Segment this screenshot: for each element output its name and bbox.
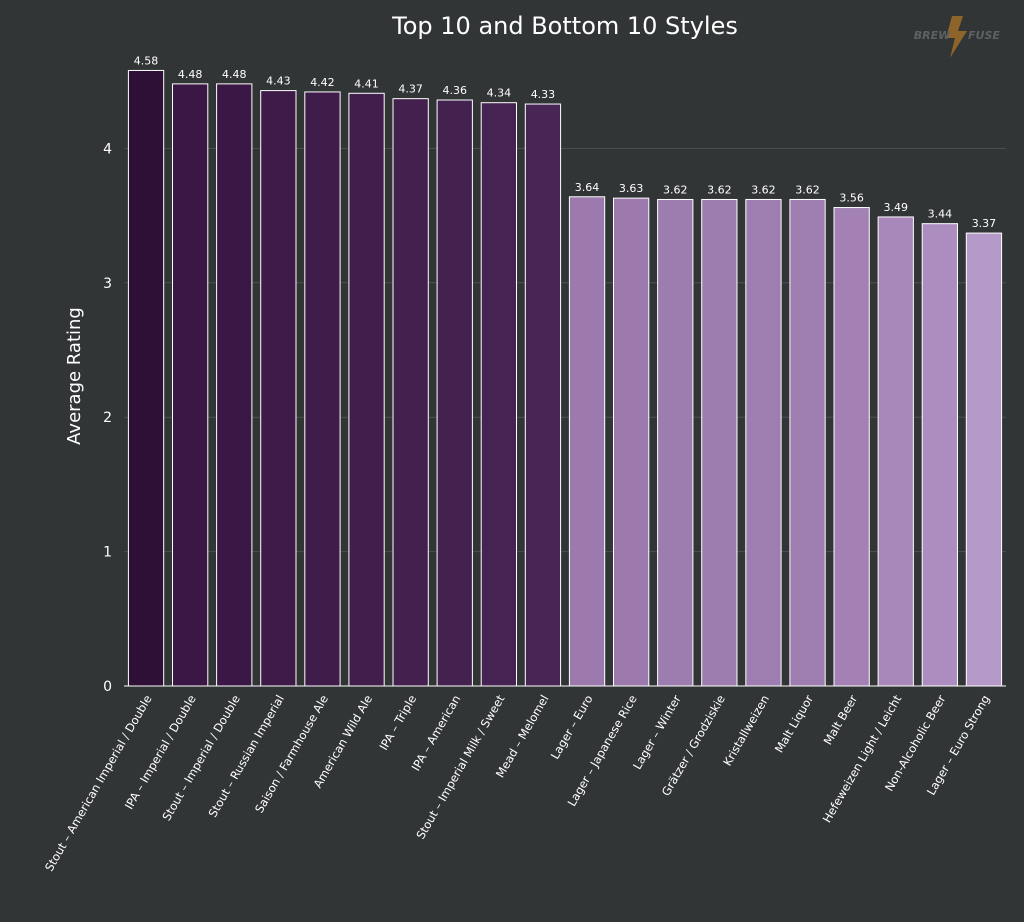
- bar: [789, 198, 826, 687]
- data-label: 4.48: [178, 68, 203, 81]
- gridlines: [124, 147, 1006, 553]
- y-tick-label: 4: [103, 141, 112, 157]
- bar: [392, 98, 429, 687]
- bar: [657, 198, 694, 687]
- category-label: IPA – Triple: [376, 693, 419, 753]
- data-label: 4.41: [354, 77, 379, 90]
- bar: [877, 216, 914, 687]
- data-label: 3.49: [884, 201, 909, 214]
- y-ticks: 0 1 2 3 4: [103, 141, 112, 695]
- category-label: Hefeweizen Light / Leicht: [820, 692, 905, 825]
- data-label: 4.37: [398, 83, 423, 96]
- data-label: 4.42: [310, 76, 335, 89]
- category-label: Stout – Imperial Milk / Sweet: [413, 692, 507, 841]
- bar: [172, 83, 209, 687]
- y-tick-label: 1: [103, 545, 112, 561]
- category-label: Lager – Euro: [548, 693, 596, 762]
- bar: [480, 102, 517, 687]
- category-label: Stout – Imperial / Double: [159, 693, 243, 824]
- data-label: 3.44: [928, 208, 953, 221]
- y-axis-label: Average Rating: [64, 307, 85, 445]
- data-label: 4.33: [531, 88, 556, 101]
- bar: [127, 69, 165, 687]
- category-label: Stout – Russian Imperial: [205, 693, 287, 820]
- bar: [613, 197, 650, 687]
- chart-title: Top 10 and Bottom 10 Styles: [391, 12, 738, 40]
- bar: [568, 196, 606, 687]
- data-label: 3.62: [663, 183, 688, 196]
- bar: [701, 198, 738, 687]
- category-label: Malt Liquor: [772, 692, 816, 755]
- bar: [745, 198, 782, 687]
- data-label: 3.62: [707, 183, 732, 196]
- bar: [304, 91, 341, 687]
- data-label: 3.37: [972, 217, 997, 230]
- bars: [127, 69, 1003, 687]
- data-label: 4.58: [134, 54, 159, 67]
- data-label: 4.48: [222, 68, 247, 81]
- data-label: 3.56: [839, 192, 864, 205]
- data-label: 3.63: [619, 182, 644, 195]
- category-label: Malt Beer: [821, 692, 861, 747]
- data-label: 3.64: [575, 181, 600, 194]
- data-label: 4.34: [487, 87, 512, 100]
- y-tick-label: 3: [103, 276, 112, 292]
- logo-text-fuse: FUSE: [968, 29, 1000, 42]
- data-label: 4.36: [443, 84, 468, 97]
- bar: [436, 99, 473, 687]
- y-tick-label: 2: [103, 410, 112, 426]
- bar: [965, 232, 1003, 687]
- logo-text-brew: BREW: [914, 29, 951, 42]
- category-label: Kristallweizen: [720, 693, 772, 769]
- value-labels: 4.58 4.48 4.48 4.43 4.42 4.41 4.37 4.36 4.34 4.33…: [134, 54, 996, 230]
- bar: [348, 92, 385, 687]
- data-label: 4.43: [266, 75, 291, 88]
- bar: [524, 103, 562, 687]
- bar: [260, 90, 297, 687]
- data-label: 3.62: [751, 183, 776, 196]
- bar: [216, 83, 253, 687]
- y-tick-label: 0: [103, 679, 112, 695]
- brew-fuse-logo: BREW FUSE: [914, 16, 1000, 58]
- bar: [921, 223, 958, 687]
- lightning-bolt-icon: [946, 16, 967, 58]
- data-label: 3.62: [795, 183, 820, 196]
- bar: [833, 207, 870, 687]
